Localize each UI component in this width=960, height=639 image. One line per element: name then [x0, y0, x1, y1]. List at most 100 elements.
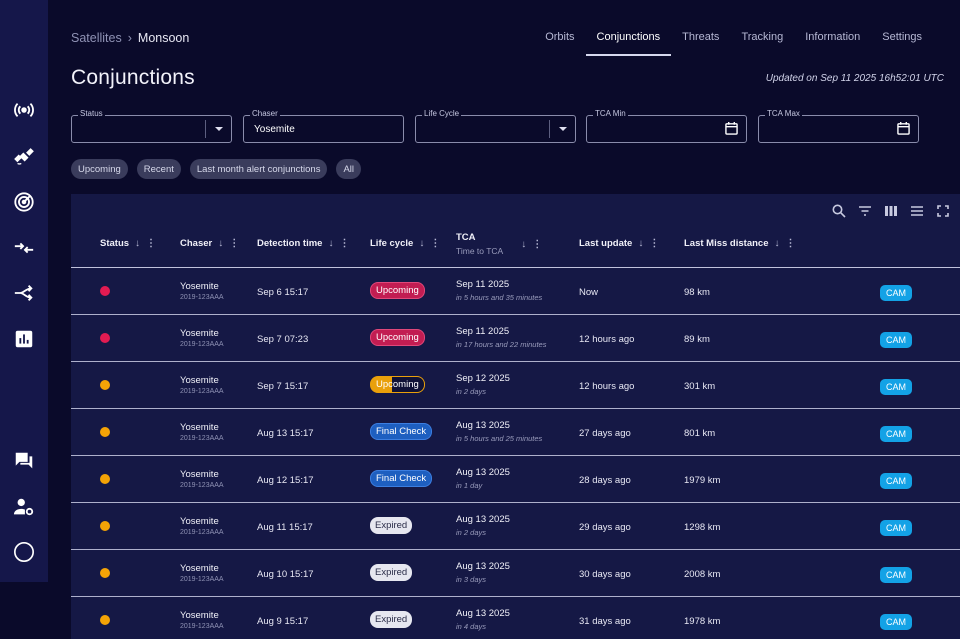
filter-icon[interactable] — [858, 204, 872, 218]
share-arrows-icon[interactable] — [12, 281, 36, 305]
status-filter[interactable]: Status — [71, 109, 232, 143]
life-cycle-badge: Expired — [370, 517, 413, 534]
status-red-dot-icon — [100, 286, 110, 296]
cam-button[interactable]: CAM — [880, 285, 912, 301]
column-menu-icon[interactable]: ⋮ — [229, 238, 240, 249]
caret-down-icon — [214, 127, 223, 131]
tab-threats[interactable]: Threats — [682, 31, 720, 43]
column-miss-distance[interactable]: Last Miss distance ↓ ⋮ — [684, 238, 795, 249]
tca-max-filter[interactable]: TCA Max — [758, 109, 919, 143]
updated-timestamp: Updated on Sep 11 2025 16h52:01 UTC — [765, 73, 944, 84]
tca-date: Aug 13 2025 — [456, 561, 510, 572]
column-menu-icon[interactable]: ⋮ — [532, 238, 543, 250]
tca-date: Sep 11 2025 — [456, 279, 510, 290]
cam-button[interactable]: CAM — [880, 426, 912, 442]
satellite-icon[interactable] — [12, 145, 36, 169]
time-to-tca: in 3 days — [456, 575, 487, 584]
tca-min-filter-label: TCA Min — [593, 109, 628, 119]
columns-icon[interactable] — [884, 204, 898, 218]
sort-arrow-icon[interactable]: ↓ — [521, 238, 527, 250]
column-menu-icon[interactable]: ⋮ — [785, 238, 796, 249]
search-icon[interactable] — [832, 204, 846, 218]
radar-icon[interactable] — [12, 190, 36, 214]
column-chaser[interactable]: Chaser ↓ ⋮ — [180, 238, 239, 249]
chip-recent[interactable]: Recent — [136, 159, 181, 179]
last-update: Now — [579, 287, 599, 298]
page-title: Conjunctions — [71, 66, 195, 89]
status-orange-dot-icon — [100, 568, 110, 578]
tab-conjunctions[interactable]: Conjunctions — [585, 31, 672, 56]
cam-button[interactable]: CAM — [880, 332, 912, 348]
cam-button[interactable]: CAM — [880, 520, 912, 536]
table-row[interactable]: Yosemite 2019-123AAA Aug 13 15:17 Final Che… — [71, 409, 960, 456]
cam-button[interactable]: CAM — [880, 473, 912, 489]
chip-all[interactable]: All — [336, 159, 362, 179]
table-toolbar — [832, 204, 950, 218]
main-nav: Orbits Conjunctions Threats Tracking Inf… — [534, 31, 933, 56]
life-cycle-badge: Expired — [370, 611, 413, 628]
calendar-icon[interactable] — [725, 122, 738, 135]
column-menu-icon[interactable]: ⋮ — [146, 238, 157, 249]
chip-last-month-alerts[interactable]: Last month alert conjunctions — [189, 159, 328, 179]
column-tca-title: TCA — [456, 232, 476, 243]
table-row[interactable]: Yosemite 2019-123AAA Sep 7 07:23 Upcoming Se… — [71, 315, 960, 362]
column-tca[interactable]: TCA Time to TCA ↓ ⋮ — [456, 232, 542, 256]
column-detection-time[interactable]: Detection time ↓ ⋮ — [257, 238, 349, 249]
tca-max-filter-label: TCA Max — [765, 109, 802, 119]
column-menu-icon[interactable]: ⋮ — [649, 238, 660, 249]
breadcrumb-root[interactable]: Satellites — [71, 31, 122, 45]
tca-date: Sep 12 2025 — [456, 373, 510, 384]
table-row[interactable]: Yosemite 2019-123AAA Sep 6 15:17 Upcoming Se… — [71, 268, 960, 315]
column-last-update[interactable]: Last update ↓ ⋮ — [579, 238, 659, 249]
time-to-tca: in 5 hours and 35 minutes — [456, 293, 543, 302]
chaser-id: 2019-123AAA — [180, 529, 224, 536]
broadcast-icon[interactable] — [12, 98, 36, 122]
bar-chart-icon[interactable] — [12, 327, 36, 351]
tca-date: Aug 13 2025 — [456, 467, 510, 478]
chaser-name: Yosemite — [180, 516, 219, 527]
calendar-icon[interactable] — [897, 122, 910, 135]
life-cycle-filter[interactable]: Life Cycle — [415, 109, 576, 143]
column-tca-subtitle: Time to TCA — [456, 246, 504, 256]
time-to-tca: in 17 hours and 22 minutes — [456, 340, 547, 349]
sort-arrow-icon[interactable]: ↓ — [774, 238, 780, 249]
chaser-filter[interactable]: Chaser Yosemite — [243, 109, 404, 143]
chaser-id: 2019-123AAA — [180, 576, 224, 583]
cam-button[interactable]: CAM — [880, 567, 912, 583]
column-menu-icon[interactable]: ⋮ — [339, 238, 350, 249]
sort-arrow-icon[interactable]: ↓ — [419, 238, 425, 249]
sort-arrow-icon[interactable]: ↓ — [328, 238, 334, 249]
life-cycle-badge: Final Check — [370, 470, 433, 487]
sort-arrow-icon[interactable]: ↓ — [218, 238, 224, 249]
column-life-cycle[interactable]: Life cycle ↓ ⋮ — [370, 238, 440, 249]
table-row[interactable]: Yosemite 2019-123AAA Aug 10 15:17 Expired Au… — [71, 550, 960, 597]
fullscreen-icon[interactable] — [936, 204, 950, 218]
cam-button[interactable]: CAM — [880, 379, 912, 395]
chip-upcoming[interactable]: Upcoming — [71, 159, 128, 179]
user-settings-icon[interactable] — [12, 495, 36, 519]
converge-arrows-icon[interactable] — [12, 236, 36, 260]
column-menu-icon[interactable]: ⋮ — [430, 238, 441, 249]
table-row[interactable]: Yosemite 2019-123AAA Aug 9 15:17 Expired Aug… — [71, 597, 960, 639]
detection-time: Aug 11 15:17 — [257, 522, 313, 533]
tab-settings[interactable]: Settings — [882, 31, 922, 43]
table-row[interactable]: Yosemite 2019-123AAA Aug 11 15:17 Expired Au… — [71, 503, 960, 550]
sort-arrow-icon[interactable]: ↓ — [638, 238, 644, 249]
last-update: 31 days ago — [579, 616, 631, 627]
column-status[interactable]: Status ↓ ⋮ — [100, 238, 156, 249]
tab-information[interactable]: Information — [805, 31, 861, 43]
cam-button[interactable]: CAM — [880, 614, 912, 630]
circle-icon[interactable] — [12, 540, 36, 564]
table-row[interactable]: Yosemite 2019-123AAA Sep 7 15:17 Upcoming Se… — [71, 362, 960, 409]
tab-orbits[interactable]: Orbits — [545, 31, 575, 43]
chaser-id: 2019-123AAA — [180, 341, 224, 348]
tab-tracking[interactable]: Tracking — [741, 31, 784, 43]
life-cycle-dropdown-toggle[interactable] — [549, 120, 575, 138]
status-dropdown-toggle[interactable] — [205, 120, 231, 138]
density-icon[interactable] — [910, 204, 924, 218]
sort-arrow-icon[interactable]: ↓ — [135, 238, 141, 249]
column-chaser-label: Chaser — [180, 238, 213, 249]
table-row[interactable]: Yosemite 2019-123AAA Aug 12 15:17 Final Che… — [71, 456, 960, 503]
tca-min-filter[interactable]: TCA Min — [586, 109, 747, 143]
chat-icon[interactable] — [12, 449, 36, 473]
